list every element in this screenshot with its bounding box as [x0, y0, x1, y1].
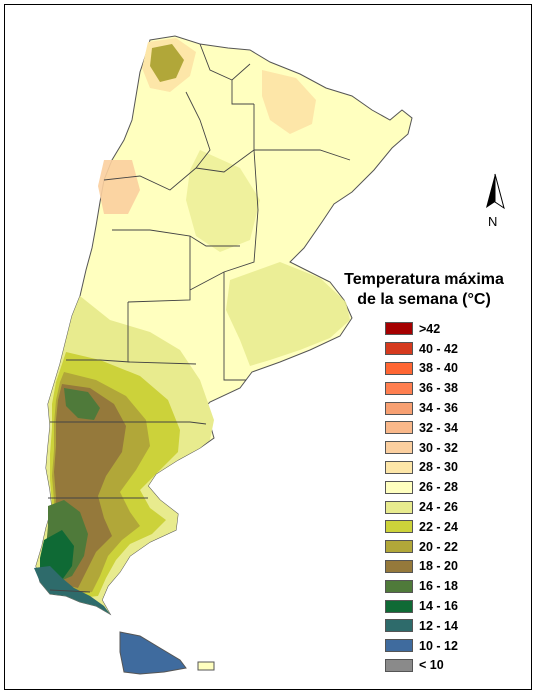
- legend-swatch: [385, 421, 413, 435]
- band-28-30-northeast: [262, 70, 316, 134]
- legend-label: 20 - 22: [419, 539, 458, 554]
- legend-label: 30 - 32: [419, 440, 458, 455]
- legend-label: < 10: [419, 658, 444, 673]
- legend-label: 14 - 16: [419, 599, 458, 614]
- legend-label: 12 - 14: [419, 618, 458, 633]
- legend-item: 40 - 42: [385, 339, 458, 359]
- legend-label: 36 - 38: [419, 381, 458, 396]
- legend-label: >42: [419, 321, 441, 336]
- legend-item: 26 - 28: [385, 477, 458, 497]
- legend-swatch: [385, 322, 413, 336]
- north-label: N: [488, 214, 498, 229]
- legend-swatch: [385, 441, 413, 455]
- legend-swatch: [385, 401, 413, 415]
- legend-swatch: [385, 520, 413, 534]
- legend-label: 28 - 30: [419, 460, 458, 475]
- band-24-26-north: [186, 150, 260, 252]
- legend-item: 18 - 20: [385, 557, 458, 577]
- legend-label: 22 - 24: [419, 519, 458, 534]
- band-20-22-northwest: [150, 44, 184, 82]
- legend-item: 30 - 32: [385, 438, 458, 458]
- band-12-14: [34, 566, 110, 614]
- tierra-del-fuego: [119, 631, 187, 675]
- legend-swatch: [385, 540, 413, 554]
- legend-item: 36 - 38: [385, 378, 458, 398]
- legend-swatch: [385, 559, 413, 573]
- legend-title-line2: de la semana (°C): [357, 291, 491, 308]
- legend-item: 14 - 16: [385, 596, 458, 616]
- legend-swatch: [385, 579, 413, 593]
- legend-item: 20 - 22: [385, 537, 458, 557]
- north-arrow-icon: [486, 173, 505, 210]
- legend-label: 32 - 34: [419, 420, 458, 435]
- legend-swatch: [385, 500, 413, 514]
- legend-swatch: [385, 480, 413, 494]
- legend-swatch: [385, 619, 413, 633]
- tierra-del-fuego-east: [197, 661, 215, 671]
- legend-label: 26 - 28: [419, 480, 458, 495]
- legend-item: 34 - 36: [385, 398, 458, 418]
- legend-item: >42: [385, 319, 458, 339]
- legend-swatch: [385, 381, 413, 395]
- legend-item: 24 - 26: [385, 497, 458, 517]
- legend-item: 32 - 34: [385, 418, 458, 438]
- legend-swatch: [385, 361, 413, 375]
- legend-title: Temperatura máxima de la semana (°C): [344, 270, 504, 310]
- legend-title-line1: Temperatura máxima: [344, 271, 504, 288]
- legend-item: 10 - 12: [385, 636, 458, 656]
- legend-swatch: [385, 599, 413, 613]
- legend-label: 40 - 42: [419, 341, 458, 356]
- legend-item: 38 - 40: [385, 359, 458, 379]
- province-boundaries: [48, 43, 351, 593]
- legend-swatch: [385, 639, 413, 653]
- legend: >42 40 - 42 38 - 40 36 - 38 34 - 36 32 - 34 30…: [385, 319, 458, 675]
- legend-swatch: [385, 342, 413, 356]
- legend-label: 16 - 18: [419, 579, 458, 594]
- band-30-32-northwest-pocket: [98, 160, 140, 214]
- legend-item: 22 - 24: [385, 517, 458, 537]
- legend-item: 28 - 30: [385, 458, 458, 478]
- legend-item: 12 - 14: [385, 616, 458, 636]
- legend-swatch: [385, 460, 413, 474]
- legend-label: 38 - 40: [419, 361, 458, 376]
- legend-item: < 10: [385, 656, 458, 676]
- band-24-26-northeast: [226, 262, 350, 366]
- legend-label: 34 - 36: [419, 401, 458, 416]
- legend-label: 18 - 20: [419, 559, 458, 574]
- legend-swatch: [385, 658, 413, 672]
- legend-item: 16 - 18: [385, 576, 458, 596]
- legend-label: 10 - 12: [419, 638, 458, 653]
- legend-label: 24 - 26: [419, 500, 458, 515]
